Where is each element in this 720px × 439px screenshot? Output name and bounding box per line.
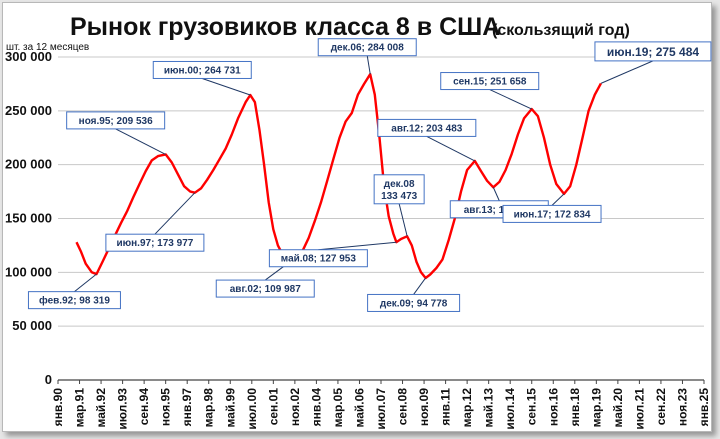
grid [57,56,705,384]
x-tick-label: янв.11 [439,388,453,426]
x-tick-label: май.99 [223,388,237,428]
x-tick-label: янв.97 [180,388,194,427]
annotation-leader [600,60,654,84]
chart-title: Рынок грузовиков класса 8 в США [70,13,500,41]
x-tick-label: июл.21 [632,388,646,430]
x-tick-label: сен.94 [137,388,151,426]
annotation-box [373,174,425,205]
x-tick-label: сен.15 [525,388,539,426]
chart-subtitle: (скользящий год) [492,22,630,39]
annotation-box [367,293,461,312]
annotation-label: авг.12; 203 483 [391,123,462,134]
annotation-box [440,72,540,91]
annotation-leader [413,277,427,295]
x-tick-label: июл.07 [374,388,388,430]
annotation-leader [489,89,532,110]
annotation-leader [115,128,166,155]
annotation-box [594,41,712,62]
x-tick-label: май.20 [611,388,625,428]
annotation-box [317,38,417,57]
x-tick-label: май.13 [482,388,496,428]
annotation-label: дек.06; 284 008 [331,43,405,54]
x-tick-label: ноя.23 [675,388,689,426]
y-axis-label: шт. за 12 месяцев [6,42,89,53]
x-tick-label: мар.05 [331,388,345,428]
annotation-layer: фев.92; 98 319 ноя.95; 209 536 июн.97; 173… [27,38,712,312]
x-tick-label: май.06 [352,388,366,428]
x-tick-label: янв.90 [51,388,65,427]
annotation-leader [551,193,565,206]
x-tick-label: мар.98 [202,388,216,428]
x-tick-label: сен.22 [654,388,668,426]
x-tick-label: сен.08 [396,388,410,426]
annotation-label: ноя.95; 209 536 [79,116,153,127]
annotation-leader [492,187,500,201]
x-tick-label: сен.01 [266,388,280,426]
x-tick-label: мар.19 [589,388,603,428]
x-tick-label: июл.93 [116,388,130,430]
x-tick-label: мар.91 [73,388,87,428]
annotation-leader [318,241,397,251]
annotation-label: дек.09; 94 778 [380,298,448,309]
annotation-label: июн.97; 173 977 [116,238,193,249]
x-tick-label: ноя.09 [417,388,431,426]
annotation-label: сен.15; 251 658 [453,77,527,88]
annotation-box [66,111,166,130]
annotation-label: авг.13; 179 019 [464,205,535,216]
y-tick-label: 250 000 [5,103,52,118]
x-tick-label: янв.25 [697,388,711,427]
annotation-label: фев.92; 98 319 [39,295,110,307]
y-tick-label: 100 000 [5,264,52,279]
x-tick-label: мар.12 [460,388,474,428]
y-axis-ticks: 0 50 000 100 000 150 000 200 000 250 000 300 0… [5,49,52,387]
y-tick-label: 150 000 [5,211,52,226]
annotation-label: июн.19; 275 484 [607,45,700,59]
series-layer [75,73,602,280]
x-tick-label: янв.18 [568,388,582,427]
annotation-label: дек.08 [384,179,415,190]
x-tick-label: июл.00 [245,388,259,430]
annotation-box [105,233,205,252]
annotation-box [377,118,477,137]
annotation-label: 133 473 [381,191,418,202]
annotation-box [152,60,252,79]
series-line [75,73,602,280]
annotation-label: июн.17; 172 834 [514,209,591,220]
annotation-label: июн.00; 264 731 [164,65,241,76]
y-tick-label: 200 000 [5,157,52,172]
annotation-label: май.08; 127 953 [281,254,357,265]
annotation-label: авг.02; 109 987 [230,284,301,295]
y-tick-label: 50 000 [12,318,52,333]
y-tick-label: 300 000 [5,49,52,64]
annotation-leader [74,273,97,293]
annotation-leader [202,78,251,96]
annotation-box [27,291,121,310]
annotation-box [268,249,368,268]
annotation-leader [398,203,408,237]
annotation-leader [426,135,476,162]
x-tick-label: янв.04 [309,388,323,427]
x-tick-label: ноя.02 [288,388,302,426]
y-tick-label: 0 [45,372,52,387]
annotation-leader [154,192,196,235]
x-axis-ticks: янв.90 мар.91 май.92 июл.93 сен.94 ноя.95 янв.… [51,388,711,430]
annotation-box [215,279,315,298]
x-tick-label: июл.14 [503,388,517,430]
annotation-box [502,204,602,223]
x-tick-label: май.92 [94,388,108,428]
x-tick-label: ноя.95 [159,388,173,426]
x-tick-label: ноя.16 [546,388,560,426]
annotation-leader [366,55,371,75]
